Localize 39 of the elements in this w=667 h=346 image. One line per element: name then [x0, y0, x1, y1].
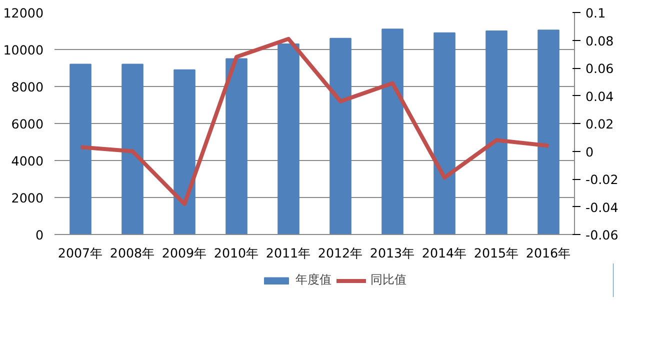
x-tick-label: 2015年 [474, 246, 520, 260]
y2-tick-label: -0.02 [586, 172, 618, 187]
y2-tick-label: -0.04 [586, 200, 618, 215]
x-tick-label: 2016年 [526, 246, 572, 260]
legend-label: 同比值 [370, 272, 406, 288]
bar [278, 43, 300, 234]
legend-label: 年度值 [296, 272, 332, 288]
y2-tick-label: 0 [586, 144, 594, 160]
y2-tick-label: 0.04 [586, 88, 614, 104]
y-tick-label: 2000 [11, 190, 44, 206]
y-tick-label: 0 [35, 228, 44, 242]
bar [538, 30, 560, 234]
y-tick-label: 6000 [11, 116, 44, 132]
x-tick-label: 2007年 [58, 246, 104, 260]
bar [434, 32, 456, 234]
y-tick-label: 4000 [11, 154, 44, 168]
bar [382, 28, 404, 234]
y-tick-label: 8000 [11, 80, 44, 94]
x-tick-label: 2008年 [110, 246, 156, 260]
bar [330, 38, 352, 234]
bar [174, 69, 196, 234]
x-tick-label: 2010年 [214, 246, 260, 260]
bar [486, 30, 508, 234]
x-tick-label: 2009年 [162, 246, 208, 260]
y2-tick-label: 0.1 [586, 6, 606, 20]
x-tick-label: 2014年 [422, 246, 468, 260]
line-series [78, 36, 550, 206]
x-tick-label: 2013年 [370, 246, 416, 260]
y-tick-label: 10000 [3, 42, 44, 58]
y2-tick-label: -0.06 [586, 228, 618, 242]
y2-tick-label: 0.02 [586, 116, 614, 132]
y2-tick-label: 0.08 [586, 33, 614, 48]
bar [70, 64, 92, 234]
bar [226, 58, 248, 234]
x-tick-label: 2011年 [266, 246, 312, 260]
y2-tick-label: 0.06 [586, 61, 614, 76]
bar [122, 64, 144, 234]
x-tick-label: 2012年 [318, 246, 364, 260]
y-tick-label: 12000 [3, 6, 44, 20]
